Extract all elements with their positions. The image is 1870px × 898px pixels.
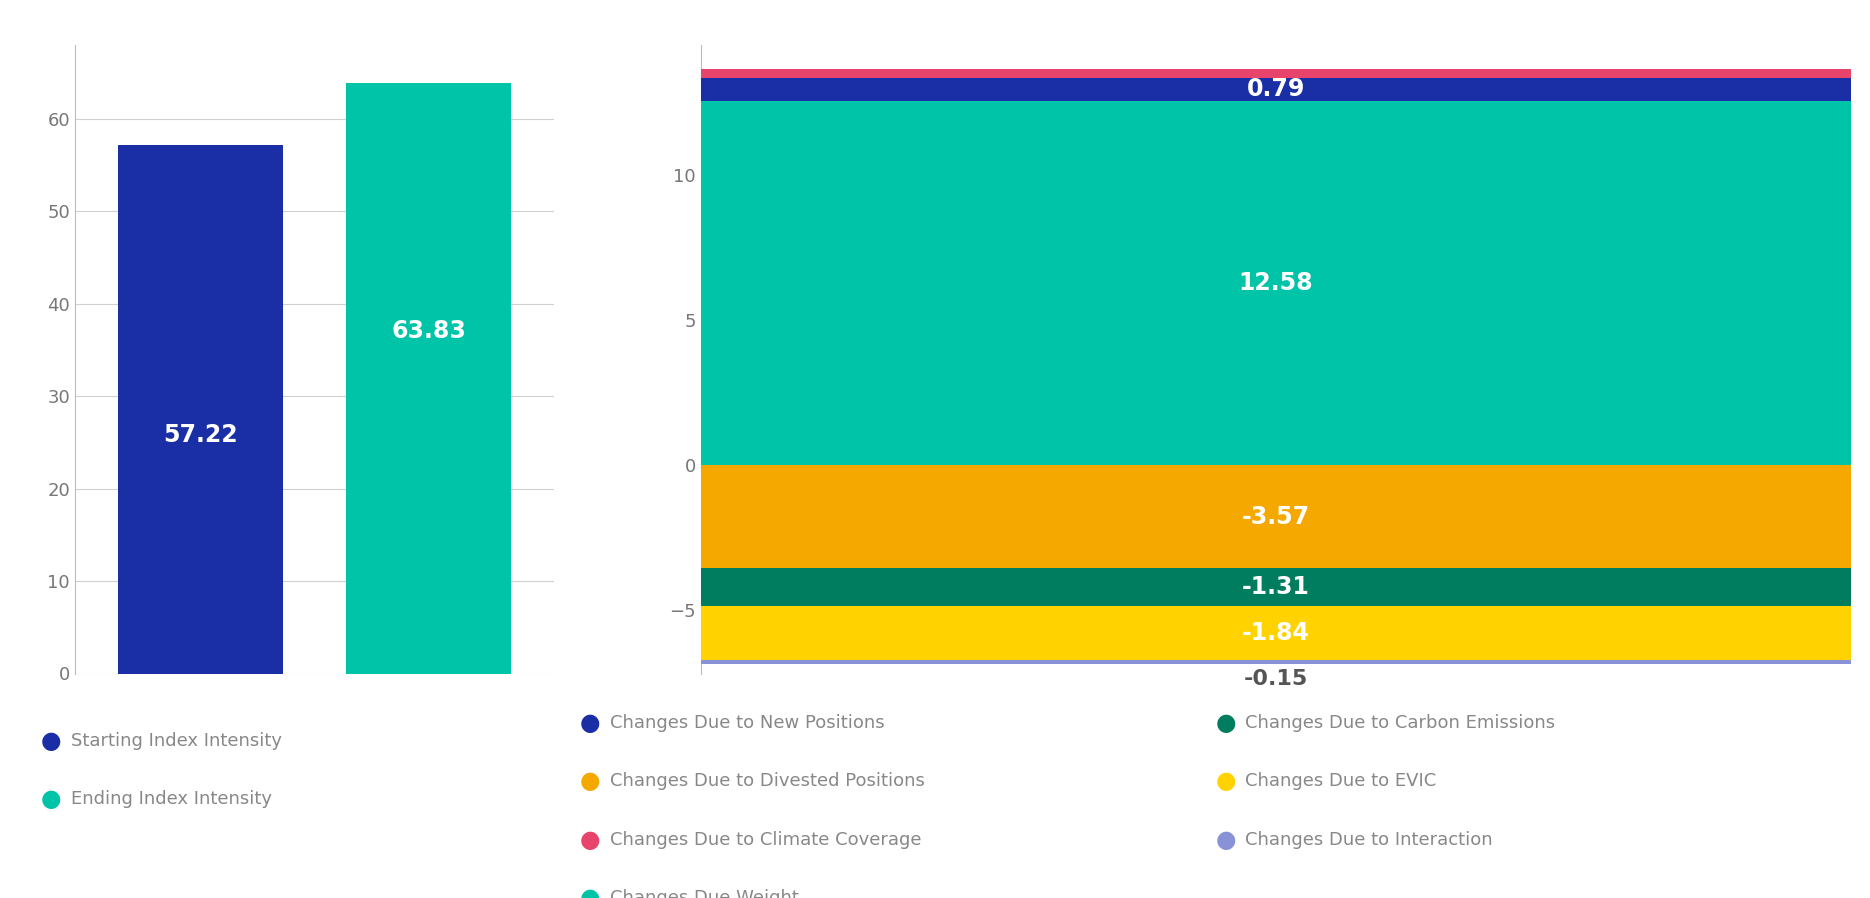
Text: ●: ● bbox=[1216, 711, 1236, 735]
Text: 57.22: 57.22 bbox=[163, 424, 237, 447]
Text: -1.84: -1.84 bbox=[1242, 621, 1311, 645]
Text: 63.83: 63.83 bbox=[391, 320, 466, 343]
Text: Changes Due to Climate Coverage: Changes Due to Climate Coverage bbox=[610, 831, 922, 849]
Bar bbox=[701, 568, 1851, 606]
Text: ●: ● bbox=[580, 828, 600, 851]
Bar bbox=[701, 69, 1851, 77]
Bar bbox=[701, 660, 1851, 664]
Text: ●: ● bbox=[580, 711, 600, 735]
Bar bbox=[118, 145, 282, 674]
Text: Changes Due to Carbon Emissions: Changes Due to Carbon Emissions bbox=[1245, 714, 1556, 732]
Text: ●: ● bbox=[41, 788, 62, 811]
Text: Changes Due to EVIC: Changes Due to EVIC bbox=[1245, 772, 1436, 790]
Bar bbox=[701, 465, 1851, 568]
Text: Changes Due Weight: Changes Due Weight bbox=[610, 889, 798, 898]
Text: 12.58: 12.58 bbox=[1238, 270, 1313, 295]
Text: -3.57: -3.57 bbox=[1242, 505, 1311, 529]
Bar bbox=[701, 101, 1851, 465]
Text: -1.31: -1.31 bbox=[1242, 576, 1311, 599]
Bar bbox=[346, 84, 511, 674]
Text: ●: ● bbox=[1216, 828, 1236, 851]
Text: ●: ● bbox=[41, 729, 62, 753]
Text: 0.79: 0.79 bbox=[1247, 77, 1305, 101]
Text: ●: ● bbox=[1216, 770, 1236, 793]
Bar bbox=[701, 77, 1851, 101]
Bar bbox=[701, 606, 1851, 660]
Text: Changes Due to Interaction: Changes Due to Interaction bbox=[1245, 831, 1492, 849]
Text: -0.15: -0.15 bbox=[1244, 669, 1309, 689]
Text: ●: ● bbox=[580, 770, 600, 793]
Text: Changes Due to New Positions: Changes Due to New Positions bbox=[610, 714, 885, 732]
Text: Ending Index Intensity: Ending Index Intensity bbox=[71, 790, 271, 808]
Text: Starting Index Intensity: Starting Index Intensity bbox=[71, 732, 282, 750]
Text: ●: ● bbox=[580, 886, 600, 898]
Text: Changes Due to Divested Positions: Changes Due to Divested Positions bbox=[610, 772, 924, 790]
